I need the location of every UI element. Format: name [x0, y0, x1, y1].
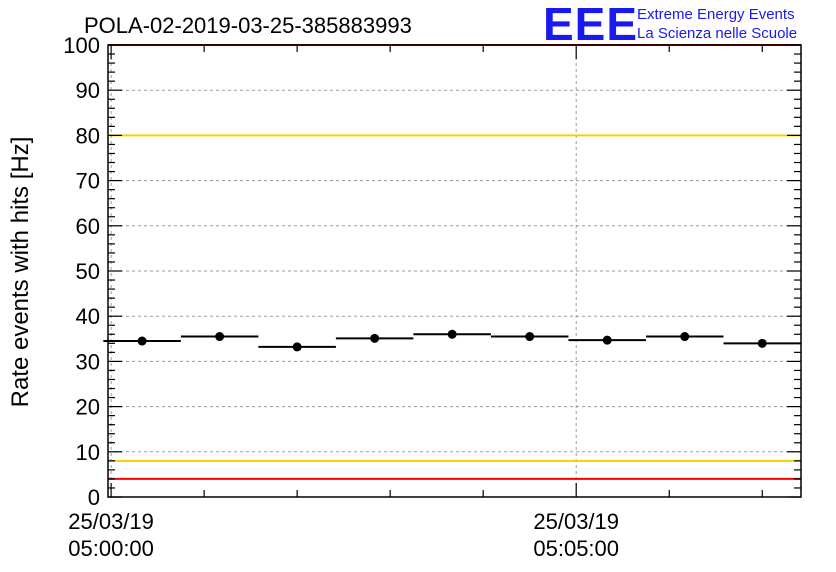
y-tick-label: 90	[76, 78, 100, 103]
data-point	[447, 329, 457, 339]
x-tick-label-time: 05:05:00	[533, 536, 619, 561]
data-point	[525, 332, 535, 342]
data-point	[370, 333, 380, 343]
eee-logo: EEE Extreme Energy Events La Scienza nel…	[543, 0, 797, 50]
x-tick-label-date: 25/03/19	[533, 509, 619, 534]
chart-title: POLA-02-2019-03-25-385883993	[84, 13, 412, 38]
data-point	[757, 338, 767, 348]
y-tick-label: 20	[76, 395, 100, 420]
y-tick-label: 80	[76, 123, 100, 148]
y-tick-label: 70	[76, 169, 100, 194]
x-tick-label-time: 05:00:00	[68, 536, 154, 561]
y-tick-label: 40	[76, 304, 100, 329]
y-tick-label: 60	[76, 214, 100, 239]
data-point	[602, 335, 612, 345]
data-point	[137, 336, 147, 346]
eee-logo-line2: La Scienza nelle Scuole	[637, 25, 797, 42]
reference-lines	[108, 44, 801, 480]
data-point	[680, 332, 690, 342]
y-tick-label: 0	[88, 485, 100, 510]
eee-logo-line1: Extreme Energy Events	[637, 6, 795, 23]
y-tick-label: 30	[76, 349, 100, 374]
data-points	[103, 329, 801, 352]
data-point	[215, 332, 225, 342]
y-tick-label: 50	[76, 259, 100, 284]
y-axis-label: Rate events with hits [Hz]	[7, 137, 34, 408]
y-ticks: 0 10 20 30 40 50 60 70 80 90 100	[63, 33, 801, 510]
grid	[108, 45, 801, 497]
eee-logo-mark: EEE	[543, 0, 638, 50]
y-tick-label: 100	[63, 33, 100, 58]
y-tick-label: 10	[76, 440, 100, 465]
x-tick-label-date: 25/03/19	[68, 509, 154, 534]
data-point	[292, 342, 302, 352]
